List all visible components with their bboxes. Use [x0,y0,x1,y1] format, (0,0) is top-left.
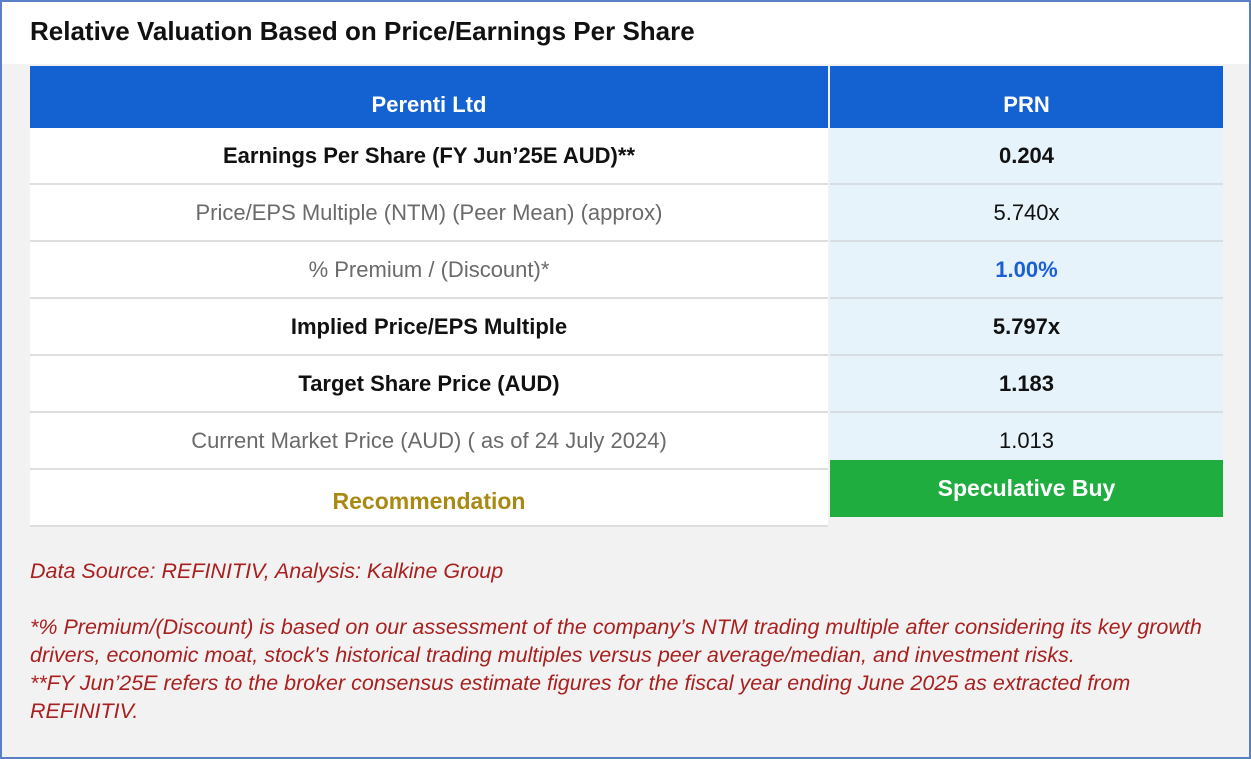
premium-discount-label: % Premium / (Discount)* [30,242,828,299]
target-price-value: 1.183 [830,356,1223,413]
implied-multiple-label: Implied Price/EPS Multiple [30,299,828,356]
table-row: Earnings Per Share (FY Jun’25E AUD)** 0.… [30,128,1223,185]
eps-label: Earnings Per Share (FY Jun’25E AUD)** [30,128,828,185]
valuation-table: Perenti Ltd PRN Earnings Per Share (FY J… [30,66,1223,527]
peer-multiple-label: Price/EPS Multiple (NTM) (Peer Mean) (ap… [30,185,828,242]
recommendation-row: Recommendation Speculative Buy [30,460,1223,527]
page-title: Relative Valuation Based on Price/Earnin… [30,16,695,46]
premium-footnote: *% Premium/(Discount) is based on our as… [30,615,1202,667]
peer-multiple-value: 5.740x [830,185,1223,242]
premium-discount-value: 1.00% [830,242,1223,299]
table-header: Perenti Ltd PRN [30,66,1223,128]
fy-footnote: **FY Jun’25E refers to the broker consen… [30,671,1131,723]
footnotes: Data Source: REFINITIV, Analysis: Kalkin… [30,557,1230,725]
data-source-note: Data Source: REFINITIV, Analysis: Kalkin… [30,559,504,583]
table-row: Price/EPS Multiple (NTM) (Peer Mean) (ap… [30,185,1223,242]
eps-value: 0.204 [830,128,1223,185]
current-price-label: Current Market Price (AUD) ( as of 24 Ju… [30,413,828,470]
ticker-header: PRN [830,66,1223,128]
target-price-label: Target Share Price (AUD) [30,356,828,413]
implied-multiple-value: 5.797x [830,299,1223,356]
table-row: Current Market Price (AUD) ( as of 24 Ju… [30,413,1223,470]
table-row: Target Share Price (AUD) 1.183 [30,356,1223,413]
table-row: Implied Price/EPS Multiple 5.797x [30,299,1223,356]
recommendation-label: Recommendation [30,470,828,527]
table-row: % Premium / (Discount)* 1.00% [30,242,1223,299]
company-name-header: Perenti Ltd [30,66,828,128]
title-bar: Relative Valuation Based on Price/Earnin… [2,2,1249,64]
recommendation-badge: Speculative Buy [830,460,1223,517]
